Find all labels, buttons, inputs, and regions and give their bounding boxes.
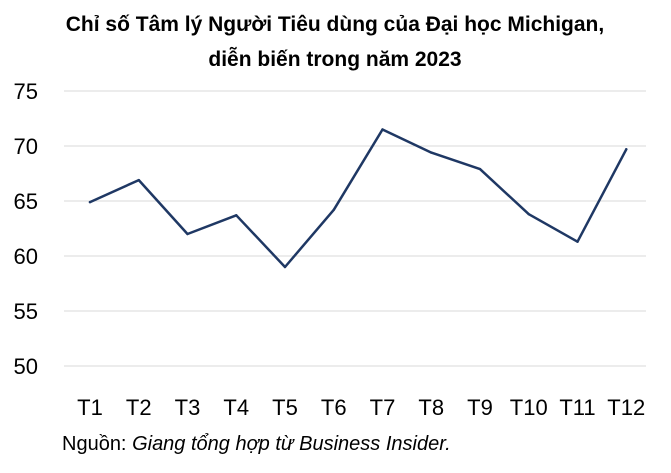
x-tick-label: T2 (126, 395, 152, 420)
source-note: Nguồn: Giang tổng hợp từ Business Inside… (62, 433, 451, 456)
x-axis-ticks: T1 T2 T3 T4 T5 T6 T7 T8 T9 T10 T11 T12 (77, 395, 645, 420)
data-point-T1 (88, 200, 92, 204)
y-tick-label: 75 (14, 79, 38, 104)
x-tick-label: T8 (418, 395, 444, 420)
series-line (88, 128, 628, 269)
data-point-T7 (381, 128, 384, 131)
x-tick-label: T9 (467, 395, 493, 420)
x-tick-label: T12 (607, 395, 645, 420)
y-tick-label: 60 (14, 244, 38, 269)
data-point-T3 (186, 232, 189, 236)
y-tick-label: 70 (14, 134, 38, 159)
x-tick-label: T1 (77, 395, 103, 420)
data-point-T5 (283, 265, 287, 269)
source-prefix: Nguồn: (62, 433, 133, 455)
data-point-T2 (137, 178, 140, 182)
x-tick-label: T7 (370, 395, 396, 420)
data-point-T9 (478, 167, 482, 171)
y-tick-label: 55 (14, 299, 38, 324)
gridlines (64, 90, 646, 367)
data-point-T11 (576, 240, 579, 243)
data-point-T12 (625, 148, 628, 151)
data-point-T8 (430, 151, 433, 154)
x-tick-label: T4 (223, 395, 249, 420)
series (88, 128, 628, 269)
source-text: Giang tổng hợp từ Business Insider. (132, 433, 451, 455)
chart-title-line-2: diễn biến trong năm 2023 (208, 47, 461, 71)
x-tick-label: T11 (559, 395, 595, 420)
x-tick-label: T6 (321, 395, 347, 420)
data-point-T6 (332, 208, 335, 211)
x-tick-label: T3 (175, 395, 201, 420)
x-tick-label: T10 (510, 395, 548, 420)
y-tick-label: 50 (14, 354, 38, 379)
data-point-T4 (235, 214, 238, 217)
chart-title-line-1: Chỉ số Tâm lý Người Tiêu dùng của Đại họ… (66, 13, 604, 36)
x-tick-label: T5 (272, 395, 298, 420)
data-point-T10 (527, 213, 530, 216)
y-axis-ticks: 75 70 65 60 55 50 (14, 79, 38, 379)
y-tick-label: 65 (14, 189, 38, 214)
